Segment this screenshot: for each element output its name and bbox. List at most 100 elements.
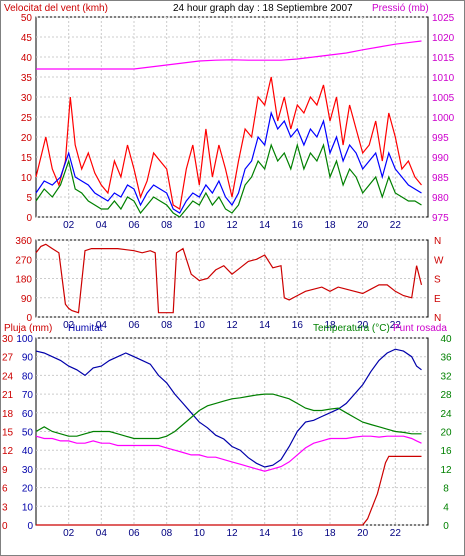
direction-grid <box>36 239 428 318</box>
rain-tick-label: 24 <box>2 371 14 382</box>
direction-x-tick-label: 20 <box>357 320 369 331</box>
series-avg-line <box>35 110 422 214</box>
climate-x-tick-label: 16 <box>292 528 304 539</box>
climate-series <box>35 348 422 526</box>
direction-compass-label: N <box>434 313 441 324</box>
pressure-tick-label: 980 <box>432 193 449 204</box>
direction-x-tick-label: 16 <box>292 320 304 331</box>
rain-tick-label: 30 <box>2 334 14 345</box>
rain-tick-label: 27 <box>2 353 14 364</box>
series-dewpoint-line <box>35 435 422 472</box>
temperature-tick-label: 0 <box>443 521 449 532</box>
climate-x-tick-label: 10 <box>194 528 206 539</box>
wind-x-tick-label: 10 <box>194 220 206 231</box>
dewpoint-axis-label: Punt rosada <box>393 323 447 334</box>
series-pressure-line <box>36 40 422 70</box>
temperature-tick-label: 36 <box>440 353 452 364</box>
pressure-tick-label: 995 <box>432 133 449 144</box>
wind-x-tick-label: 06 <box>128 220 140 231</box>
direction-degree-label: 90 <box>21 294 33 305</box>
wind-x-tick-label: 12 <box>226 220 238 231</box>
series-direction-line <box>35 243 423 314</box>
wind-x-tick-label: 02 <box>63 220 75 231</box>
rain-tick-label: 0 <box>2 521 8 532</box>
pressure-tick-label: 1025 <box>432 13 455 24</box>
climate-x-tick-label: 22 <box>390 528 402 539</box>
humidity-tick-label: 10 <box>22 502 34 513</box>
temperature-tick-label: 8 <box>443 484 449 495</box>
climate-x-tick-label: 02 <box>63 528 75 539</box>
temperature-tick-label: 20 <box>440 428 452 439</box>
wind-x-tick-label: 22 <box>390 220 402 231</box>
wind-x-tick-label: 14 <box>259 220 271 231</box>
series-humidity-line <box>35 348 422 468</box>
direction-series <box>35 243 423 314</box>
temperature-tick-label: 12 <box>440 465 452 476</box>
humidity-tick-label: 90 <box>22 353 34 364</box>
wind-x-tick-label: 04 <box>96 220 108 231</box>
chart-title: 24 hour graph day : 18 Septiembre 2007 <box>173 3 353 14</box>
wind-tick-label: 20 <box>21 133 33 144</box>
wind-tick-label: 30 <box>21 93 33 104</box>
humidity-tick-label: 40 <box>22 446 34 457</box>
direction-x-tick-label: 18 <box>324 320 336 331</box>
climate-x-axis-ticks: 02 04 06 08 10 12 14 16 18 20 22 <box>63 528 401 539</box>
rain-axis-label: Pluja (mm) <box>4 323 52 334</box>
climate-x-tick-label: 14 <box>259 528 271 539</box>
humidity-tick-label: 20 <box>22 484 34 495</box>
wind-x-tick-label: 16 <box>292 220 304 231</box>
pressure-tick-label: 1010 <box>432 73 455 84</box>
wind-x-tick-label: 20 <box>357 220 369 231</box>
direction-compass-label: S <box>434 275 441 286</box>
pressure-tick-label: 975 <box>432 213 449 224</box>
direction-x-tick-label: 08 <box>161 320 173 331</box>
temperature-tick-label: 16 <box>440 446 452 457</box>
wind-tick-label: 15 <box>21 153 33 164</box>
climate-x-tick-label: 06 <box>128 528 140 539</box>
pressure-axis-label: Pressió (mb) <box>372 3 429 14</box>
humidity-tick-label: 60 <box>22 409 34 420</box>
wind-tick-label: 40 <box>21 53 33 64</box>
direction-degree-label: 360 <box>15 236 32 247</box>
rain-tick-label: 21 <box>2 390 14 401</box>
humidity-tick-label: 30 <box>22 465 34 476</box>
wind-tick-label: 50 <box>21 13 33 24</box>
direction-x-axis-ticks: 02 04 06 08 10 12 14 16 18 20 22 <box>63 320 401 331</box>
rain-tick-label: 9 <box>2 465 8 476</box>
temperature-tick-label: 4 <box>443 502 449 513</box>
direction-x-tick-label: 12 <box>226 320 238 331</box>
pressure-tick-label: 1000 <box>432 113 455 124</box>
direction-degree-ticks: 360 270 180 90 0 <box>15 236 32 324</box>
pressure-tick-label: 1015 <box>432 53 455 64</box>
humidity-tick-label: 50 <box>22 428 34 439</box>
wind-x-tick-label: 08 <box>161 220 173 231</box>
direction-degree-label: 0 <box>26 313 32 324</box>
climate-x-tick-label: 18 <box>324 528 336 539</box>
direction-compass-label: W <box>434 255 444 266</box>
direction-x-tick-label: 22 <box>390 320 402 331</box>
climate-x-tick-label: 12 <box>226 528 238 539</box>
direction-compass-label: E <box>434 294 441 305</box>
direction-x-tick-label: 04 <box>96 320 108 331</box>
humidity-tick-label: 100 <box>16 334 33 345</box>
direction-x-tick-label: 14 <box>259 320 271 331</box>
pressure-axis-ticks: 1025 1020 1015 1010 1005 1000 995 990 985 980 975 <box>432 13 455 224</box>
wind-tick-label: 45 <box>21 33 33 44</box>
rain-tick-label: 18 <box>2 409 14 420</box>
direction-degree-label: 270 <box>15 255 32 266</box>
pressure-tick-label: 985 <box>432 173 449 184</box>
humidity-tick-label: 0 <box>27 521 33 532</box>
humidity-axis-label: Humitat <box>68 323 103 334</box>
direction-compass-label: N <box>434 236 441 247</box>
wind-tick-label: 0 <box>26 213 32 224</box>
wind-tick-label: 5 <box>26 193 32 204</box>
wind-tick-label: 35 <box>21 73 33 84</box>
wind-tick-label: 25 <box>21 113 33 124</box>
temperature-tick-label: 32 <box>440 371 452 382</box>
